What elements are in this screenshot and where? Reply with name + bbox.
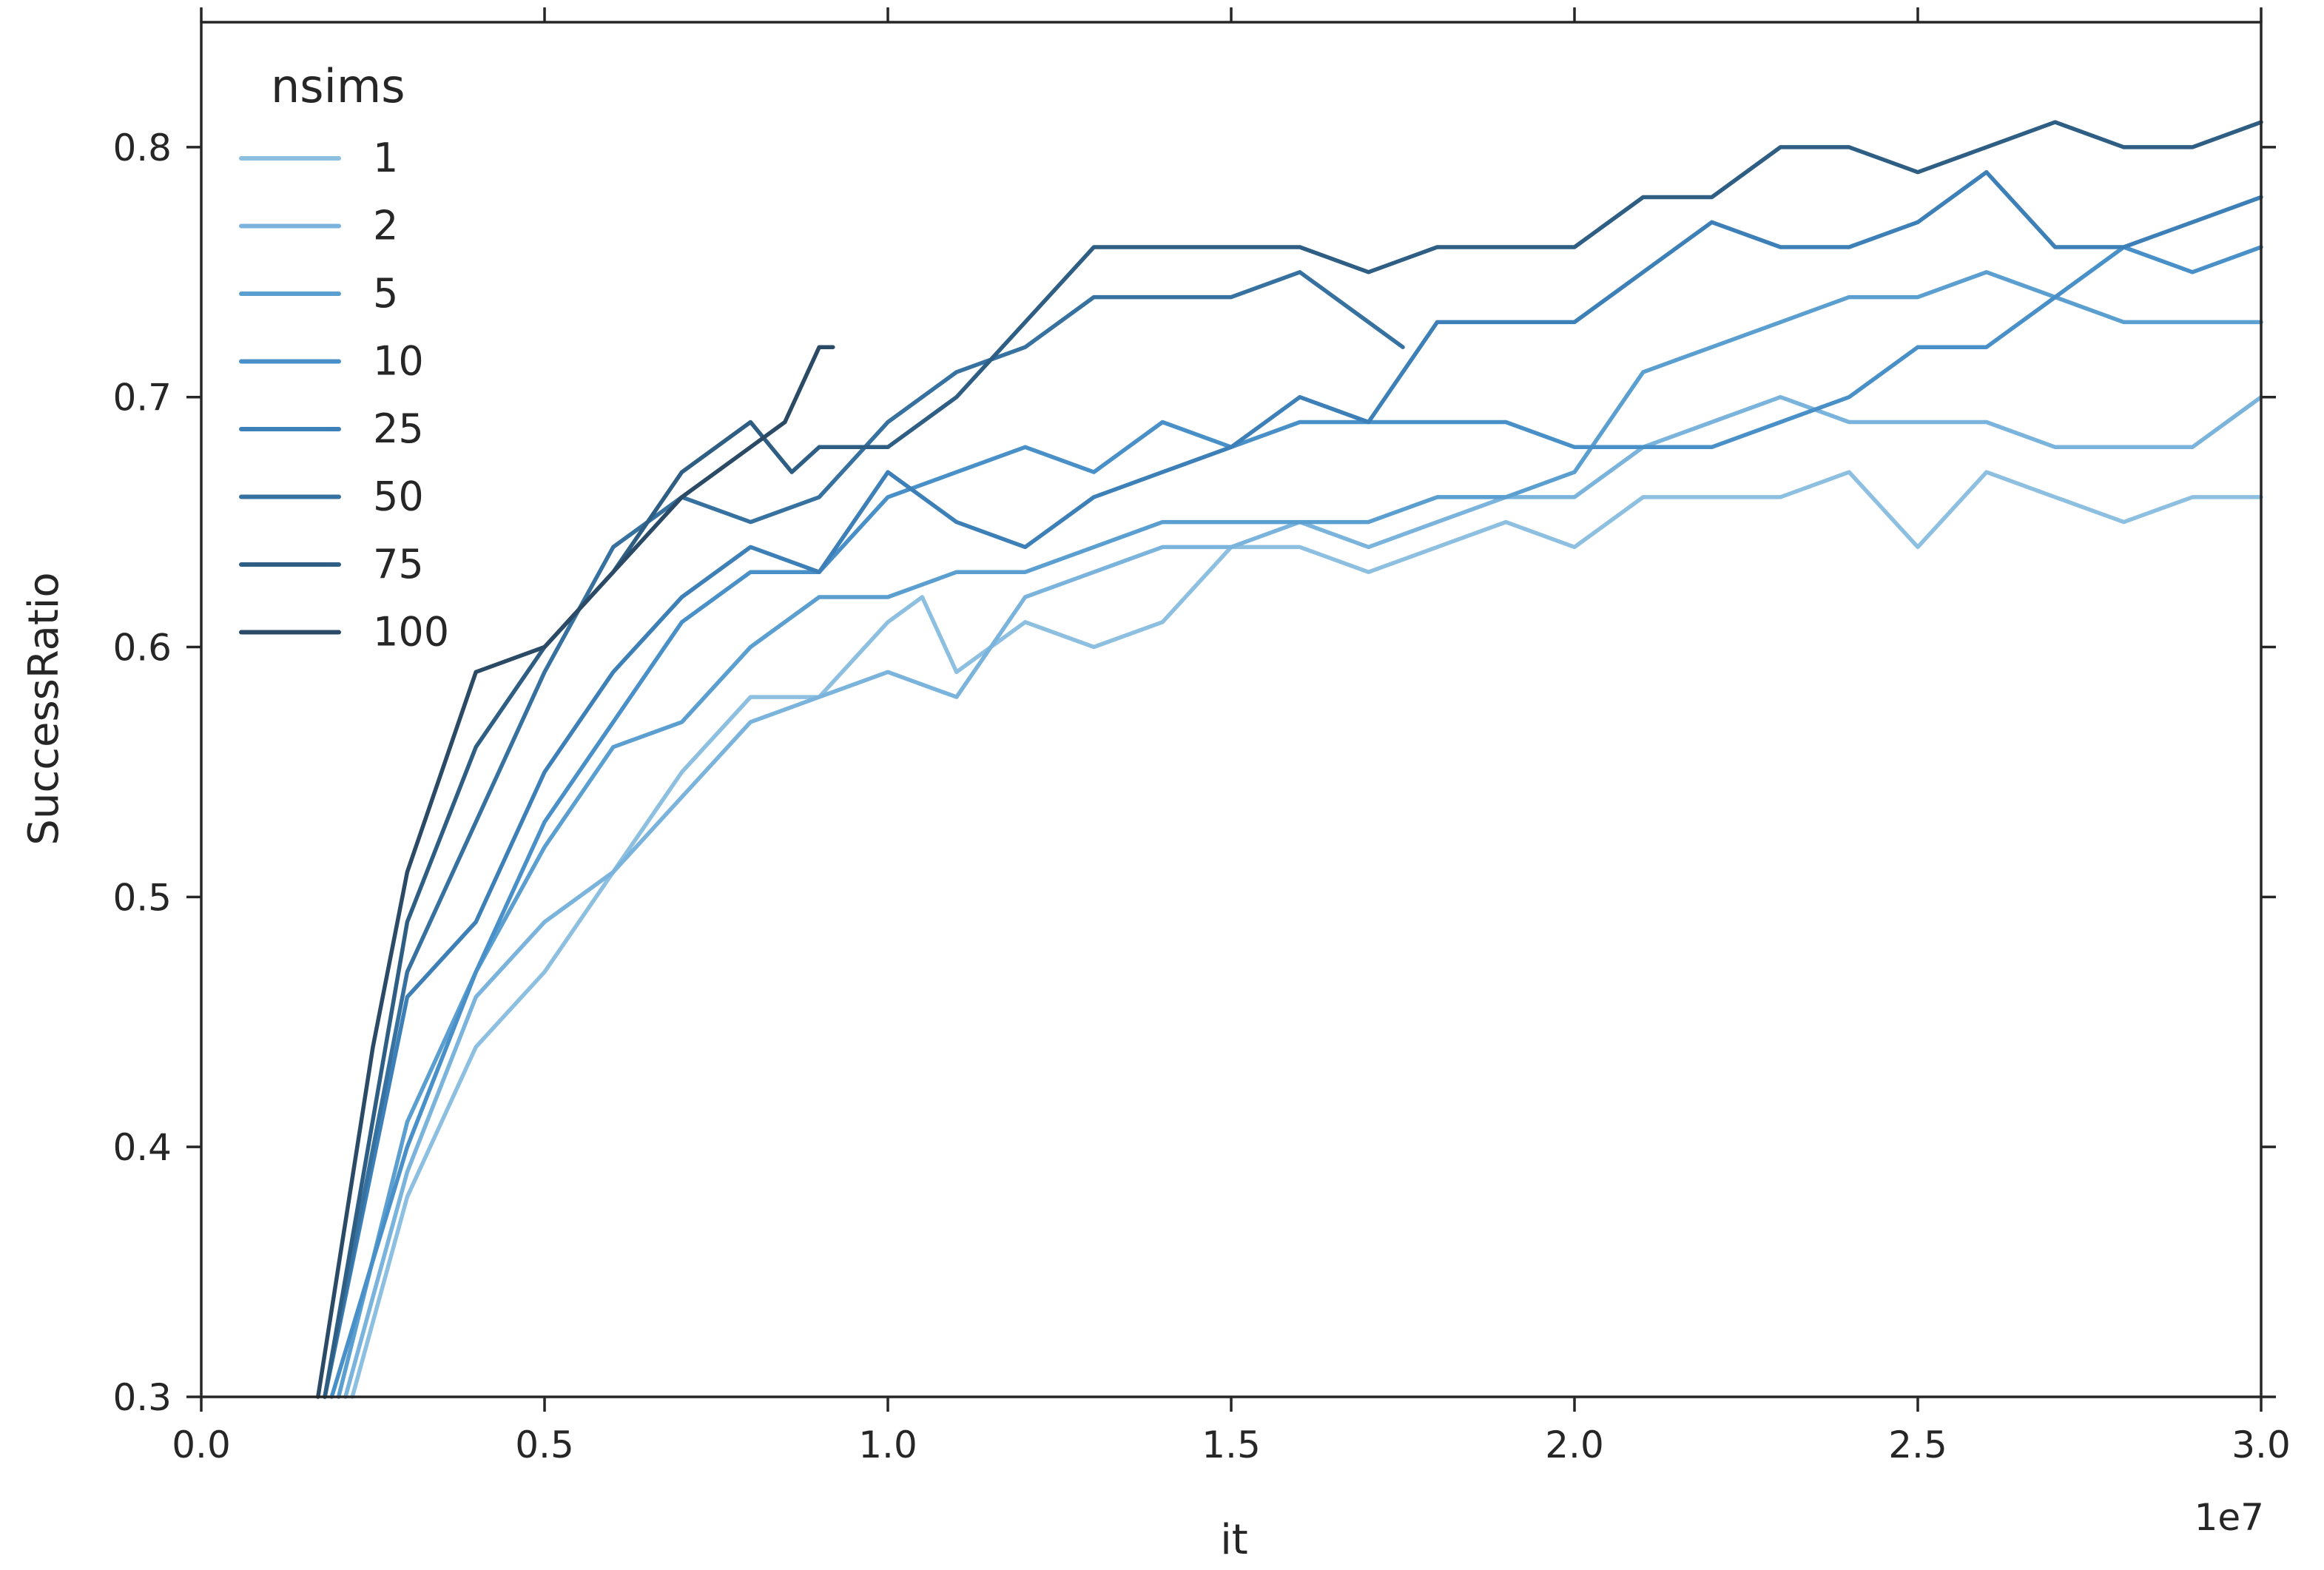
series-line-1	[350, 470, 2263, 1399]
series-line-75	[323, 120, 2263, 1399]
y-axis-title: SuccessRatio	[20, 572, 68, 845]
y-tick-label: 0.8	[112, 127, 172, 169]
legend-label-5: 5	[373, 270, 398, 317]
legend-label-50: 50	[373, 474, 424, 520]
series-line-10	[329, 245, 2263, 1399]
y-tick-label: 0.6	[112, 627, 172, 670]
legend-label-1: 1	[373, 135, 398, 181]
x-axis-title: it	[1220, 1516, 1248, 1564]
x-tick-label: 0.5	[515, 1424, 574, 1466]
y-tick-label: 0.4	[112, 1126, 172, 1169]
x-tick-label: 0.0	[172, 1424, 231, 1466]
legend-label-25: 25	[373, 405, 424, 452]
series-line-50	[323, 270, 1405, 1399]
legend-label-2: 2	[373, 203, 398, 249]
legend-title: nsims	[271, 59, 405, 113]
series-line-100	[316, 345, 835, 1399]
series-layer	[316, 120, 2263, 1399]
y-tick-label: 0.7	[112, 377, 172, 420]
legend-label-75: 75	[373, 541, 424, 587]
series-line-5	[336, 270, 2263, 1399]
plot-frame	[200, 21, 2263, 1398]
x-tick-label: 2.0	[1545, 1424, 1604, 1466]
x-tick-label: 1.0	[858, 1424, 917, 1466]
x-tick-label: 2.5	[1888, 1424, 1947, 1466]
x-tick-label: 3.0	[2232, 1424, 2291, 1466]
legend-label-100: 100	[373, 609, 449, 656]
x-tick-label: 1.5	[1202, 1424, 1261, 1466]
y-tick-label: 0.3	[112, 1376, 172, 1419]
x-axis-offset-label: 1e7	[2195, 1496, 2264, 1539]
y-tick-label: 0.5	[112, 876, 172, 919]
series-line-25	[323, 169, 2263, 1399]
axes-layer: 0.0 0.5 1.0 1.5 2.0 2.5 3.0 0.3 0.4 0.5 0.6 0.7 0.8	[112, 7, 2291, 1466]
legend-label-10: 10	[373, 338, 424, 385]
